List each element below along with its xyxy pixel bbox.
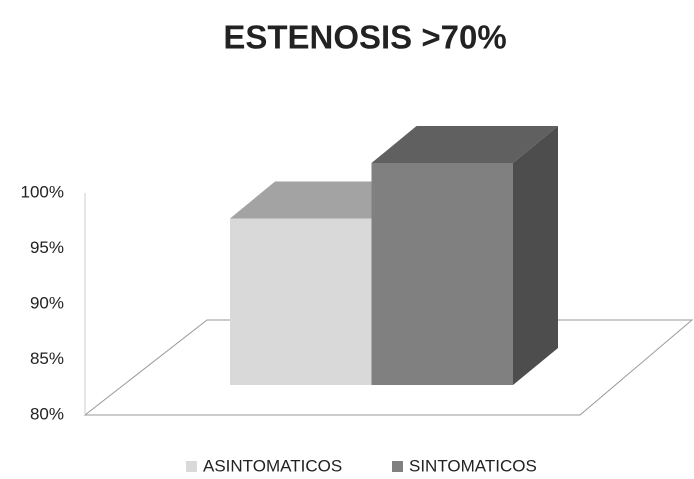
legend-swatch bbox=[186, 461, 197, 472]
y-tick-label: 90% bbox=[30, 293, 64, 312]
bar-side bbox=[513, 126, 558, 385]
bar-top bbox=[230, 181, 417, 219]
y-tick-label: 80% bbox=[30, 404, 64, 423]
bar-front bbox=[371, 163, 513, 385]
legend-label: SINTOMATICOS bbox=[409, 456, 537, 475]
chart-title: ESTENOSIS >70% bbox=[223, 19, 506, 56]
bar bbox=[371, 126, 558, 385]
y-tick-label: 85% bbox=[30, 349, 64, 368]
y-tick-label: 100% bbox=[21, 182, 64, 201]
floor bbox=[83, 319, 694, 416]
legend-label: ASINTOMATICOS bbox=[203, 456, 342, 475]
bar-top bbox=[371, 126, 558, 163]
bar-front bbox=[230, 218, 372, 385]
y-tick-label: 95% bbox=[30, 238, 64, 257]
legend-swatch bbox=[392, 461, 403, 472]
